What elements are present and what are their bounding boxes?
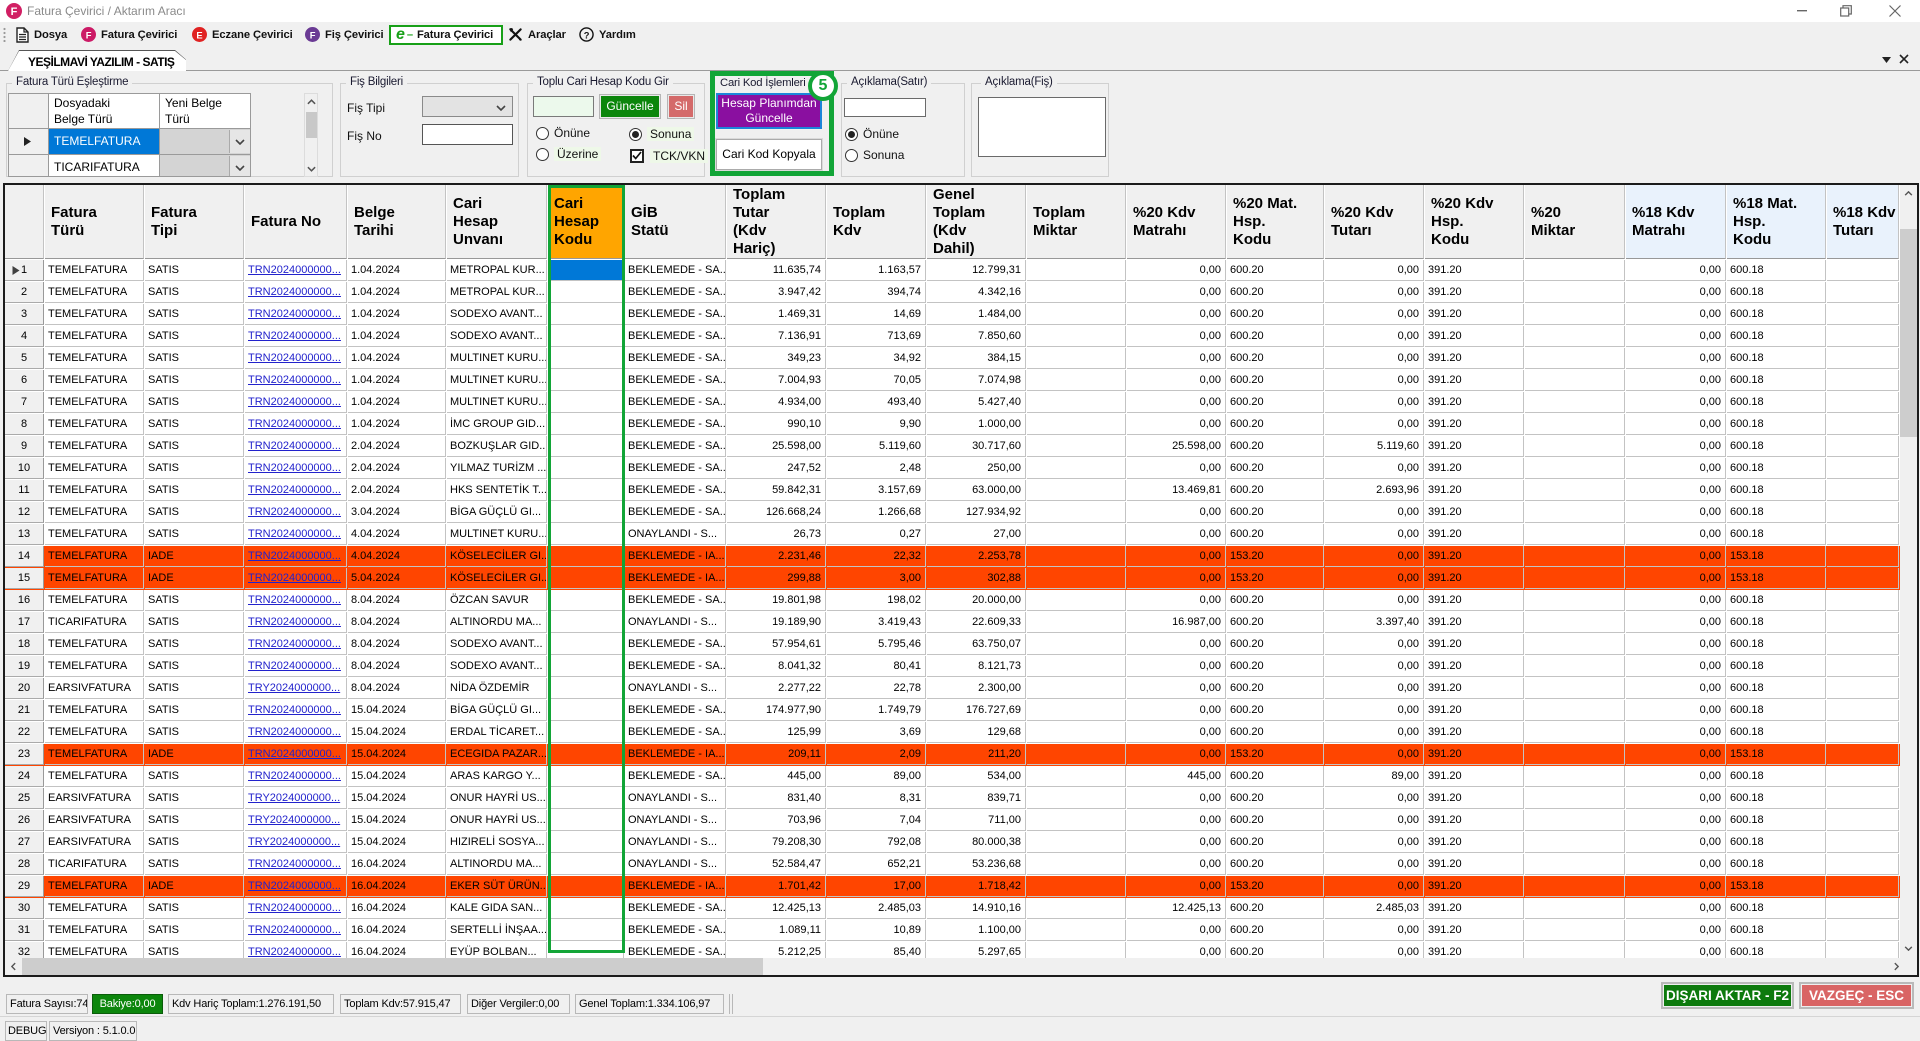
svg-text:F: F — [310, 30, 316, 40]
svg-text:F: F — [86, 30, 92, 40]
svg-text:E: E — [196, 30, 202, 40]
svg-text:F: F — [11, 6, 18, 18]
svg-text:?: ? — [584, 30, 590, 40]
